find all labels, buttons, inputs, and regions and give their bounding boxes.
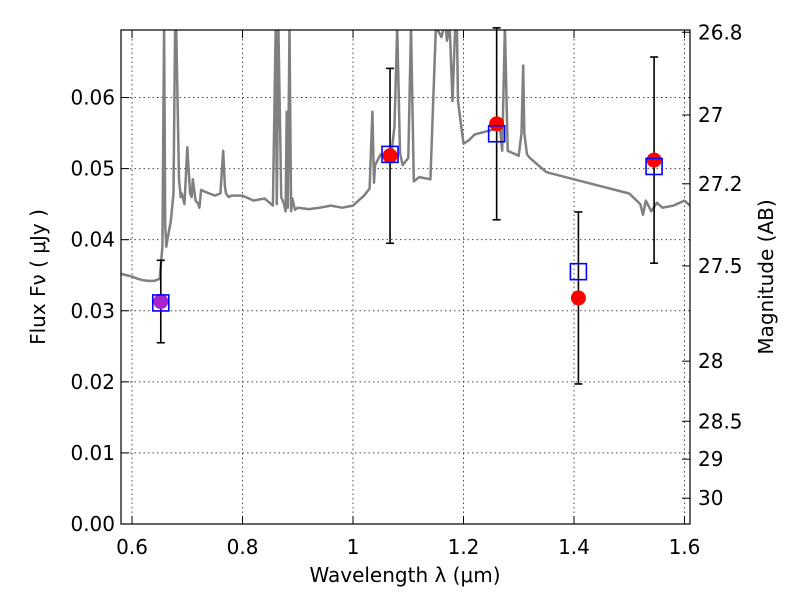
x-tick-label: 0.6 — [116, 535, 148, 559]
observed-point — [489, 116, 505, 132]
tick-labels: 0.6 0.8 1 1.2 1.4 1.6 0.00 0.01 0.02 0.03 0.04 0.05… — [70, 20, 742, 559]
model-band-point — [487, 124, 506, 143]
observed-point — [153, 294, 169, 310]
y-tick-label: 0.00 — [70, 512, 115, 536]
y-axis-title: Flux Fν ( μJy ) — [26, 209, 50, 345]
model-spectrum-line — [121, 30, 690, 283]
plot-frame — [120, 29, 691, 525]
mag-tick-label: 28 — [698, 349, 723, 373]
y-tick-label: 0.04 — [70, 228, 115, 252]
axis-ticks — [121, 30, 690, 525]
x-tick-label: 1 — [347, 535, 360, 559]
observed-point — [382, 148, 398, 164]
mag-tick-label: 27 — [698, 103, 723, 127]
model-band-point — [381, 145, 399, 164]
grid-lines — [121, 30, 690, 524]
x-tick-label: 0.8 — [227, 535, 259, 559]
model-spectrum-group — [121, 30, 690, 283]
mag-tick-label: 27.2 — [698, 172, 743, 196]
observed-point — [570, 290, 586, 306]
model-band-point — [645, 157, 663, 176]
mag-tick-label: 30 — [698, 486, 723, 510]
x-tick-label: 1.6 — [669, 535, 701, 559]
right-axis-title: Magnitude (AB) — [754, 199, 778, 354]
mag-tick-label: 29 — [698, 447, 723, 471]
observed-point — [646, 152, 662, 168]
model-band-point — [569, 262, 588, 281]
mag-tick-label: 28.5 — [698, 409, 743, 433]
y-tick-label: 0.02 — [70, 370, 115, 394]
y-tick-label: 0.05 — [70, 157, 115, 181]
model-band-point — [151, 294, 170, 312]
y-tick-label: 0.03 — [70, 299, 115, 323]
x-tick-label: 1.2 — [448, 535, 480, 559]
plot-background — [121, 30, 690, 524]
mag-tick-label: 27.5 — [698, 254, 743, 278]
data-points-group — [151, 27, 663, 385]
x-axis-title: Wavelength λ (μm) — [309, 563, 500, 587]
y-tick-label: 0.06 — [70, 86, 115, 110]
x-tick-label: 1.4 — [558, 535, 590, 559]
y-tick-label: 0.01 — [70, 441, 115, 465]
mag-tick-label: 26.8 — [698, 20, 743, 44]
